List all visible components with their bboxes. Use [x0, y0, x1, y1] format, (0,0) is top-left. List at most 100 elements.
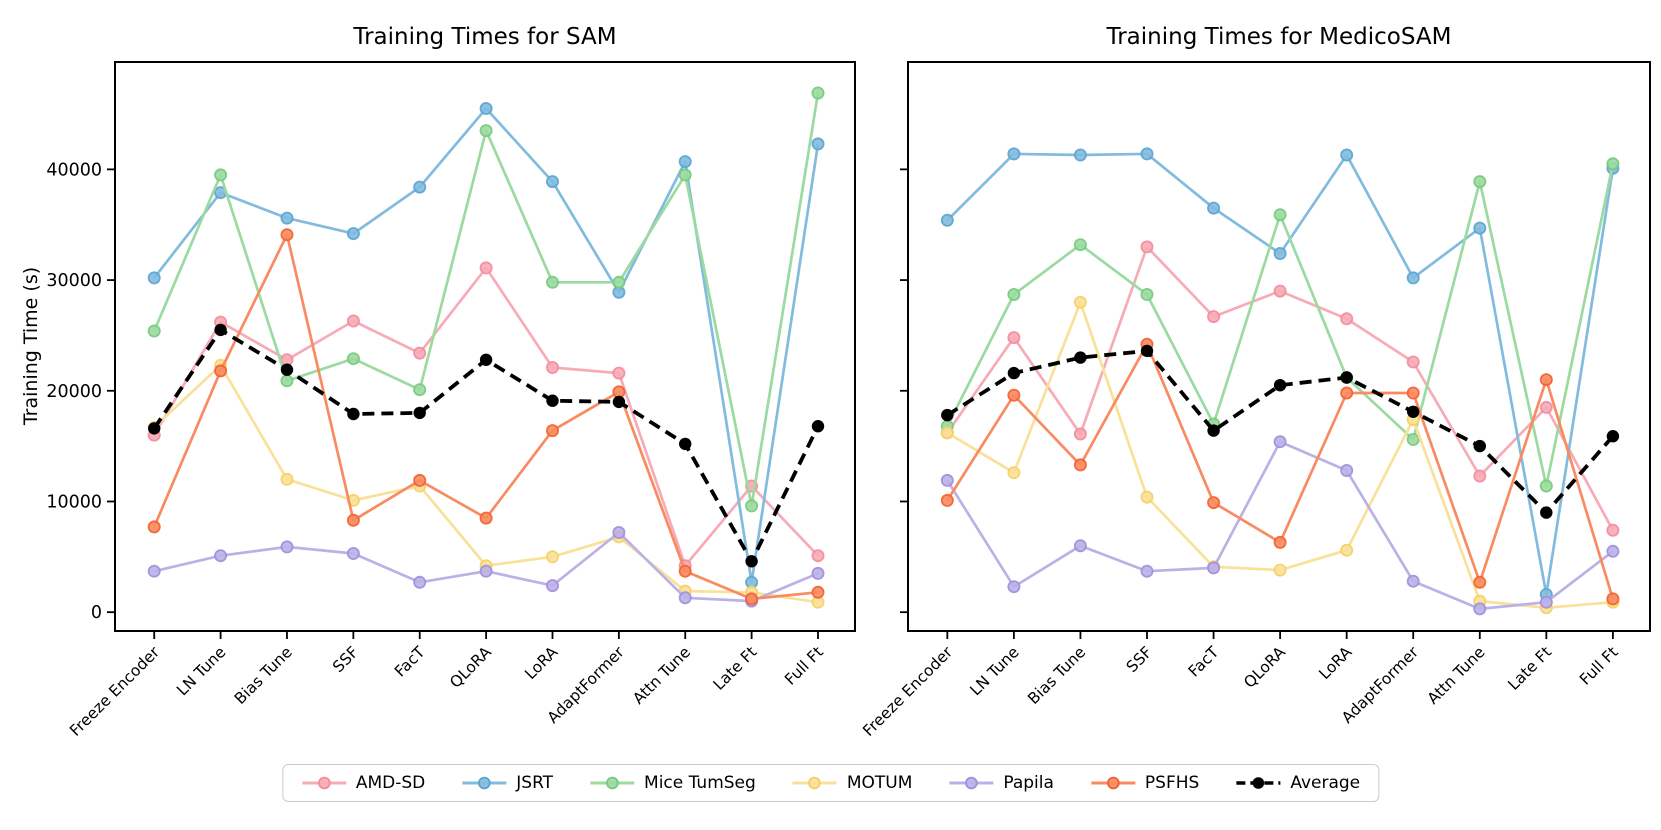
legend-label: JSRT [516, 773, 554, 793]
x-tick-label: LoRA [1315, 643, 1355, 683]
marker-papila [413, 575, 427, 589]
marker-motum [1073, 295, 1087, 309]
marker-average [413, 406, 426, 420]
marker-papila [214, 549, 228, 563]
y-tick-label: 10000 [46, 492, 102, 512]
marker-average [679, 437, 692, 451]
marker-amd-sd [546, 360, 560, 374]
legend-item-jsrt: JSRT [461, 773, 553, 793]
legend-marker-motum [792, 776, 837, 790]
marker-mice-tumseg [214, 168, 228, 182]
marker-psfhs [1073, 458, 1087, 472]
marker-mice-tumseg [413, 383, 427, 397]
marker-papila [546, 579, 560, 593]
marker-papila [612, 526, 626, 540]
legend-marker-papila [949, 776, 994, 790]
marker-psfhs [1340, 386, 1354, 400]
marker-papila [1207, 561, 1221, 575]
marker-amd-sd [346, 314, 360, 328]
series-line-motum [946, 300, 1614, 610]
marker-mice-tumseg [1140, 287, 1154, 301]
marker-papila [1340, 463, 1354, 477]
marker-jsrt [546, 175, 560, 189]
marker-amd-sd [1473, 469, 1487, 483]
marker-jsrt [940, 213, 954, 227]
plot-title-sam: Training Times for SAM [353, 24, 617, 50]
marker-psfhs [413, 473, 427, 487]
x-tick-label: FacT [1185, 643, 1223, 681]
marker-jsrt [1140, 147, 1154, 161]
marker-average [1207, 424, 1220, 437]
marker-papila [1073, 539, 1087, 553]
y-tick-label: 40000 [46, 160, 102, 180]
marker-amd-sd [1539, 400, 1553, 414]
marker-average [745, 555, 758, 568]
legend-label: Mice TumSeg [644, 773, 756, 793]
marker-psfhs [147, 520, 161, 534]
marker-average [1540, 506, 1553, 519]
x-tick-label: LN Tune [967, 643, 1023, 699]
marker-jsrt [1073, 148, 1087, 162]
marker-motum [1140, 490, 1154, 504]
plot-medicosam: Freeze Encoder LN Tune Bias Tune SSF FacT QLo… [859, 61, 1651, 740]
marker-mice-tumseg [1539, 479, 1553, 493]
x-tick-label: Bias Tune [231, 643, 296, 708]
marker-mice-tumseg [1007, 287, 1021, 301]
marker-papila [811, 566, 825, 580]
marker-psfhs [1406, 386, 1420, 400]
marker-jsrt [811, 137, 825, 151]
marker-motum [546, 550, 560, 564]
marker-jsrt [678, 155, 692, 169]
legend-marker-mice-tumseg [590, 776, 635, 790]
marker-papila [346, 547, 360, 561]
marker-psfhs [745, 592, 759, 606]
marker-mice-tumseg [811, 86, 825, 100]
marker-psfhs [811, 585, 825, 599]
marker-jsrt [1273, 246, 1287, 260]
marker-average [1273, 379, 1287, 392]
marker-average [148, 422, 161, 435]
marker-motum [1007, 466, 1021, 480]
marker-amd-sd [1273, 284, 1287, 298]
x-tick-label: Late Ft [1504, 643, 1555, 694]
marker-psfhs [1539, 373, 1553, 387]
marker-amd-sd [1007, 331, 1021, 345]
x-tick-label: Full Ft [781, 643, 827, 689]
marker-amd-sd [1406, 355, 1420, 369]
legend-item-psfhs: PSFHS [1090, 773, 1199, 793]
marker-papila [1140, 564, 1154, 578]
marker-average [214, 323, 227, 337]
marker-papila [940, 473, 954, 487]
marker-jsrt [1207, 201, 1221, 215]
legend-item-mice-tumseg: Mice TumSeg [589, 773, 756, 793]
x-tick-label: QLoRA [1240, 643, 1289, 692]
marker-jsrt [346, 227, 360, 241]
marker-amd-sd [1140, 240, 1154, 254]
legend: AMD-SD JSRT Mice TumSeg MOTUM Papila PSFHS Ave… [281, 764, 1380, 802]
marker-mice-tumseg [612, 275, 626, 289]
marker-mice-tumseg [745, 499, 759, 513]
marker-papila [678, 591, 692, 605]
marker-average [546, 394, 559, 407]
marker-jsrt [479, 102, 493, 116]
series-line-psfhs [152, 233, 819, 601]
marker-papila [1007, 580, 1021, 594]
plot-frame [114, 61, 856, 632]
series-line-mice-tumseg [152, 92, 820, 508]
marker-papila [1406, 574, 1420, 588]
marker-average [612, 395, 626, 409]
x-tick-label: FacT [391, 643, 429, 681]
x-tick-label: QLoRA [446, 643, 495, 692]
marker-motum [1340, 543, 1354, 557]
x-tick-label: Full Ft [1576, 643, 1622, 689]
marker-motum [940, 426, 954, 440]
marker-jsrt [1406, 271, 1420, 285]
marker-mice-tumseg [479, 124, 493, 138]
x-tick-label: Bias Tune [1024, 643, 1089, 708]
marker-jsrt [1340, 148, 1354, 162]
x-tick-label: Freeze Encoder [859, 643, 956, 740]
legend-marker-amd-sd [301, 776, 346, 790]
marker-mice-tumseg [1073, 238, 1087, 252]
marker-amd-sd [479, 261, 493, 275]
